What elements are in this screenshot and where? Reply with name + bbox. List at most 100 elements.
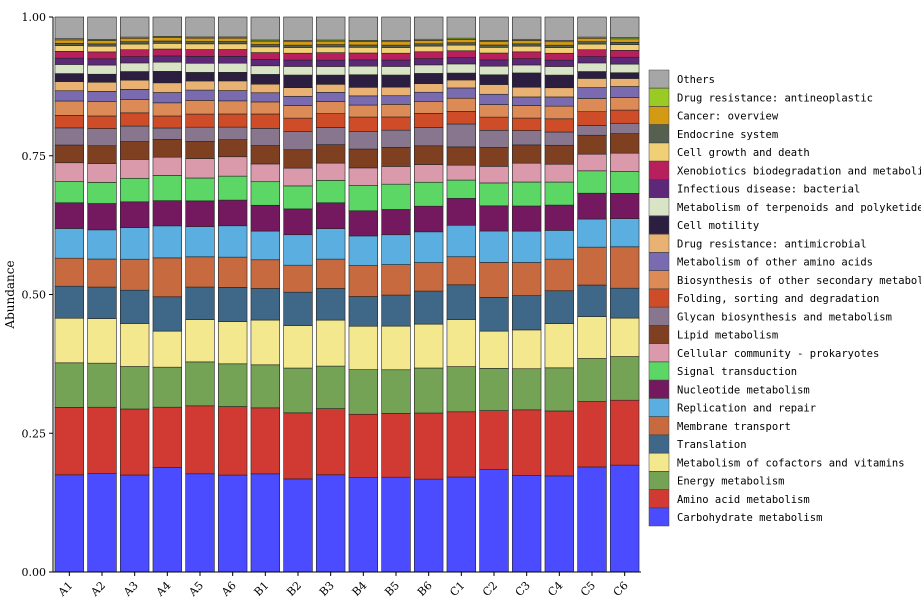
bar-segment-A3-19: [119, 49, 150, 57]
legend-label: Cell motility: [677, 220, 759, 232]
bar-segment-C4-13: [544, 105, 575, 120]
bar-segment-C1-1: [446, 411, 477, 478]
bar-segment-A6-7: [217, 199, 248, 227]
bar-segment-C1-13: [446, 97, 477, 112]
bar-segment-A6-4: [217, 287, 248, 322]
bar-segment-C6-11: [609, 122, 640, 134]
bar-segment-A1-10: [54, 144, 85, 164]
bar-segment-A2-18: [87, 58, 117, 66]
bar-segment-B5-13: [381, 104, 411, 118]
bar-segment-A2-9: [87, 163, 117, 183]
bar-segment-A4-19: [152, 48, 183, 57]
bar-segment-B1-12: [250, 113, 281, 129]
bar-segment-C1-24: [446, 16, 477, 39]
bar-segment-B2-6: [283, 234, 313, 266]
bar-segment-A4-16: [152, 71, 183, 84]
bar-segment-C4-0: [544, 475, 575, 573]
bar-segment-C2-0: [479, 469, 509, 573]
bar-segment-A6-16: [217, 72, 248, 82]
bar-segment-C6-15: [609, 78, 640, 87]
bar-segment-B5-14: [381, 95, 411, 105]
bar-segment-C2-8: [479, 182, 509, 207]
bar-segment-A6-21: [217, 41, 248, 45]
bar-segment-C2-24: [479, 16, 509, 41]
bar-segment-B3-6: [315, 228, 346, 260]
bar-segment-B1-15: [250, 83, 281, 94]
bar-segment-C1-10: [446, 146, 477, 166]
bar-segment-C3-16: [511, 72, 542, 88]
bar-segment-C6-21: [609, 41, 640, 45]
bar-segment-A2-5: [87, 258, 117, 288]
bar-segment-B6-3: [413, 323, 444, 369]
x-tick-label: B4: [350, 579, 370, 599]
bar-segment-B6-8: [413, 181, 444, 207]
bar-segment-A4-18: [152, 55, 183, 63]
bar-segment-A1-0: [54, 474, 85, 573]
bar-segment-B2-18: [283, 59, 313, 67]
legend-label: Energy metabolism: [677, 476, 784, 488]
bar-segment-B5-7: [381, 209, 411, 236]
bar-segment-A6-18: [217, 56, 248, 64]
bar-segment-A2-11: [87, 128, 117, 147]
bar-segment-A6-19: [217, 49, 248, 57]
bar-segment-A4-7: [152, 200, 183, 227]
bar-segment-A6-12: [217, 113, 248, 128]
bar-segment-C6-17: [609, 63, 640, 74]
bar-segment-C2-11: [479, 129, 509, 148]
bar-segment-A4-21: [152, 40, 183, 44]
bar-segment-B5-9: [381, 166, 411, 185]
x-tick-label: A1: [55, 579, 75, 599]
bar-segment-C5-8: [577, 170, 607, 194]
bar-segment-A1-22: [54, 39, 85, 44]
bar-segment-C6-3: [609, 317, 640, 357]
legend-swatch: [648, 142, 670, 162]
bar-segment-C2-7: [479, 205, 509, 232]
bar-segment-B2-3: [283, 325, 313, 369]
bar-segment-C5-16: [577, 71, 607, 79]
bar-segment-B1-7: [250, 204, 281, 232]
bar-segment-A3-2: [119, 366, 150, 410]
bar-segment-B6-19: [413, 51, 444, 59]
legend-swatch: [648, 434, 670, 454]
bar-segment-B6-18: [413, 58, 444, 66]
y-axis-title: Abundance: [3, 260, 17, 329]
legend-swatch: [648, 471, 670, 490]
bar-segment-C4-17: [544, 66, 575, 76]
bar-segment-A5-1: [185, 405, 215, 475]
bar-segment-C6-9: [609, 152, 640, 172]
bar-segment-B2-12: [283, 117, 313, 132]
bar-segment-A6-24: [217, 16, 248, 38]
bar-segment-A6-9: [217, 156, 248, 177]
bar-segment-B3-16: [315, 74, 346, 85]
bar-segment-A3-9: [119, 159, 150, 179]
legend-swatch: [648, 507, 670, 527]
bar-segment-B2-15: [283, 87, 313, 97]
bar-segment-B6-9: [413, 164, 444, 183]
bar-segment-C2-13: [479, 104, 509, 118]
bar-segment-B5-20: [381, 47, 411, 54]
bar-segment-C5-0: [577, 466, 607, 573]
bar-segment-A2-17: [87, 64, 117, 75]
bar-segment-C4-20: [544, 47, 575, 54]
x-tick-label: C5: [578, 579, 598, 599]
bar-segment-C4-3: [544, 323, 575, 369]
bar-segment-C6-19: [609, 50, 640, 58]
bar-segment-C4-8: [544, 181, 575, 206]
bar-segment-A6-10: [217, 139, 248, 158]
bar-segment-B3-11: [315, 127, 346, 145]
legend-swatch: [648, 288, 670, 308]
bar-segment-B4-3: [348, 325, 379, 370]
bar-segment-A3-21: [119, 41, 150, 45]
bar-segment-A1-24: [54, 16, 85, 40]
bar-segment-B2-19: [283, 52, 313, 61]
bar-segment-C3-0: [511, 475, 542, 573]
bar-segment-A5-4: [185, 286, 215, 320]
bar-segment-A1-19: [54, 50, 85, 59]
bar-segment-C4-21: [544, 44, 575, 48]
bar-segment-A3-6: [119, 227, 150, 260]
bar-segment-A3-22: [119, 37, 150, 42]
y-tick-label: 0.75: [22, 150, 47, 163]
bar-segment-B1-11: [250, 128, 281, 146]
bar-segment-A1-18: [54, 57, 85, 65]
bar-segment-B6-22: [413, 40, 444, 45]
